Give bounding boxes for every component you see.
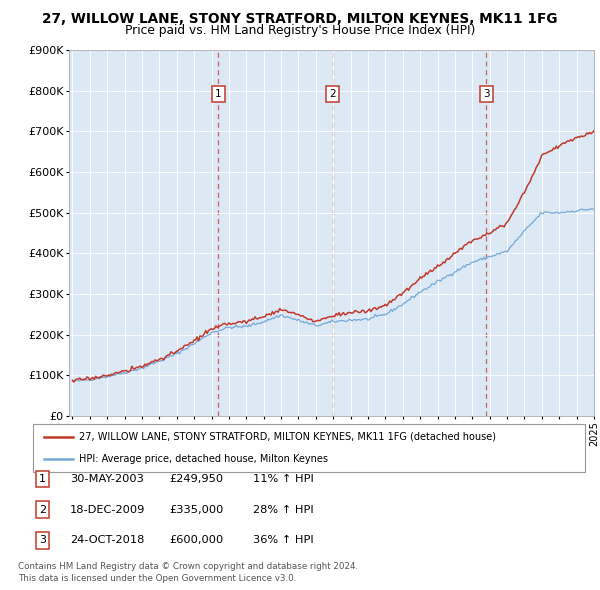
Text: 11% ↑ HPI: 11% ↑ HPI — [253, 474, 314, 484]
Text: £600,000: £600,000 — [169, 536, 223, 545]
Text: 1: 1 — [39, 474, 46, 484]
Text: 2: 2 — [39, 505, 46, 514]
Text: 18-DEC-2009: 18-DEC-2009 — [70, 505, 146, 514]
Text: Contains HM Land Registry data © Crown copyright and database right 2024.
This d: Contains HM Land Registry data © Crown c… — [18, 562, 358, 583]
Text: 3: 3 — [483, 89, 490, 99]
Text: 36% ↑ HPI: 36% ↑ HPI — [253, 536, 314, 545]
Text: 27, WILLOW LANE, STONY STRATFORD, MILTON KEYNES, MK11 1FG: 27, WILLOW LANE, STONY STRATFORD, MILTON… — [42, 12, 558, 26]
Text: Price paid vs. HM Land Registry's House Price Index (HPI): Price paid vs. HM Land Registry's House … — [125, 24, 475, 37]
Text: 1: 1 — [215, 89, 221, 99]
Text: 24-OCT-2018: 24-OCT-2018 — [70, 536, 145, 545]
Text: £335,000: £335,000 — [169, 505, 224, 514]
Text: 28% ↑ HPI: 28% ↑ HPI — [253, 505, 314, 514]
Text: 3: 3 — [39, 536, 46, 545]
Text: HPI: Average price, detached house, Milton Keynes: HPI: Average price, detached house, Milt… — [79, 454, 328, 464]
Text: 27, WILLOW LANE, STONY STRATFORD, MILTON KEYNES, MK11 1FG (detached house): 27, WILLOW LANE, STONY STRATFORD, MILTON… — [79, 432, 496, 442]
Text: 30-MAY-2003: 30-MAY-2003 — [70, 474, 144, 484]
Text: 2: 2 — [329, 89, 336, 99]
Text: £249,950: £249,950 — [169, 474, 223, 484]
